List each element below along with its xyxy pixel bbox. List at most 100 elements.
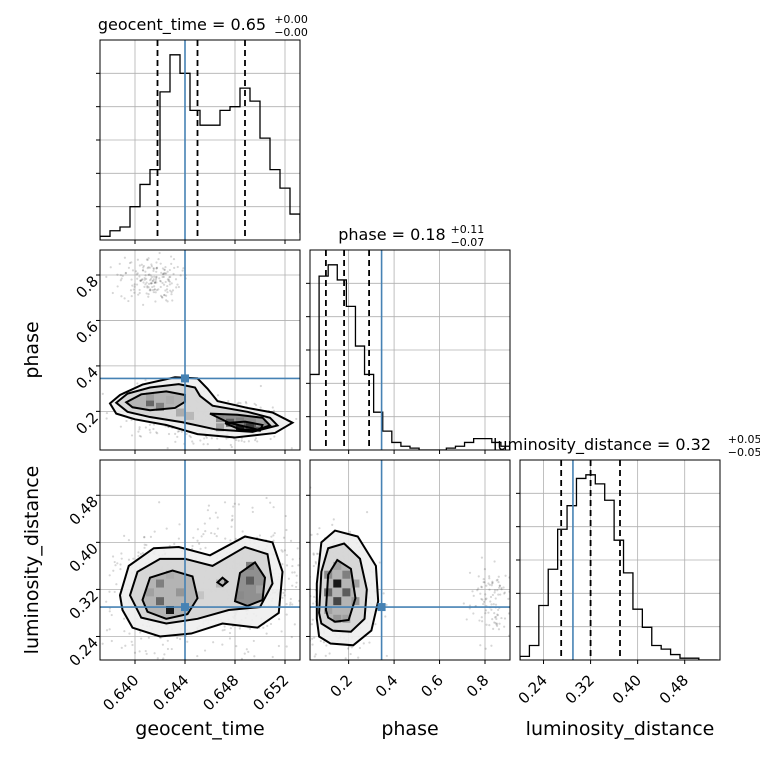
sample-point: [462, 602, 465, 605]
sample-point: [123, 297, 126, 300]
panel-title-geocent_time: geocent_time = 0.65 +0.00−0.00: [98, 13, 308, 39]
sample-point: [141, 278, 144, 281]
sample-point: [362, 642, 365, 645]
density-cell: [342, 614, 351, 623]
sample-point: [487, 611, 490, 614]
sample-point: [223, 628, 226, 631]
y-axis-label-phase: phase: [21, 321, 43, 378]
sample-point: [116, 273, 119, 276]
sample-point: [271, 655, 274, 659]
sample-point: [123, 617, 126, 620]
sample-point: [231, 518, 234, 521]
sample-point: [196, 654, 199, 658]
plot-area-luminosity_distance_vs_phase: [296, 460, 519, 660]
sample-point: [285, 528, 288, 532]
sample-point: [490, 603, 493, 606]
sample-point: [490, 608, 493, 611]
sample-point: [307, 570, 309, 572]
sample-point: [139, 279, 143, 282]
sample-point: [151, 279, 154, 283]
sample-point: [503, 591, 506, 594]
sample-point: [322, 641, 325, 644]
sample-point: [317, 552, 320, 555]
truth-marker: [181, 374, 189, 383]
sample-point: [221, 629, 224, 632]
sample-point: [155, 261, 158, 264]
sample-point: [489, 595, 493, 599]
sample-point: [167, 278, 170, 281]
sample-point: [138, 291, 141, 295]
sample-point: [167, 279, 170, 282]
sample-point: [152, 266, 155, 270]
sample-point: [142, 264, 145, 268]
sample-point: [120, 277, 123, 280]
sample-point: [295, 574, 298, 577]
sample-point: [116, 562, 119, 565]
sample-point: [109, 266, 112, 269]
sample-point: [146, 258, 149, 262]
x-tick-label-geocent_time: 0.652: [249, 671, 292, 714]
sample-point: [159, 280, 162, 283]
sample-point: [296, 630, 298, 632]
sample-point: [163, 268, 166, 272]
density-cell: [342, 588, 351, 597]
sample-point: [163, 272, 166, 275]
sample-point: [160, 295, 164, 298]
sample-point: [311, 637, 314, 640]
sample-point: [162, 272, 165, 276]
contour-line: [141, 569, 199, 620]
sample-point: [477, 587, 480, 590]
y-axis-label-luminosity-distance: luminosity_distance: [21, 466, 43, 655]
density-cell: [156, 579, 164, 588]
sample-point: [284, 514, 287, 518]
panel-title-phase: phase = 0.18 +0.11−0.07: [338, 223, 484, 249]
sample-point: [240, 437, 243, 440]
sample-point: [230, 519, 233, 522]
sample-point: [176, 430, 180, 433]
hist-panel-luminosity_distance: 0.24 0.32 0.40 0.48 luminosity_distance = 0.…: [493, 433, 760, 708]
sample-point: [181, 269, 184, 272]
sample-point: [271, 406, 274, 409]
sample-point: [312, 564, 315, 568]
sample-point: [235, 645, 238, 648]
panel-frame: [519, 459, 721, 661]
sample-point: [483, 581, 486, 584]
sample-point: [174, 432, 177, 435]
sample-point: [272, 506, 275, 509]
sample-point: [147, 257, 150, 260]
sample-point: [160, 271, 163, 274]
sample-point: [161, 281, 164, 285]
title-sub-geocent_time: −0.00: [274, 26, 308, 39]
sample-point: [382, 592, 385, 595]
histogram-luminosity_distance: [520, 474, 718, 660]
sample-point: [178, 523, 181, 526]
sample-point: [316, 532, 319, 536]
sample-point: [146, 267, 149, 270]
sample-point: [280, 549, 283, 552]
sample-point: [291, 584, 294, 587]
sample-point: [484, 598, 487, 601]
sample-point: [319, 639, 322, 643]
sample-point: [170, 663, 172, 665]
sample-point: [140, 263, 143, 266]
sample-point: [477, 575, 480, 578]
sample-point: [500, 616, 503, 620]
sample-point: [289, 597, 292, 601]
sample-point: [294, 585, 298, 589]
sample-point: [479, 644, 482, 647]
sample-point: [493, 621, 496, 624]
x-tick-label-luminosity_distance: 0.32: [562, 671, 598, 707]
sample-point: [208, 517, 212, 520]
sample-point: [332, 518, 335, 521]
sample-point: [289, 603, 292, 606]
sample-point: [145, 292, 148, 295]
sample-point: [245, 402, 248, 405]
sample-point: [199, 439, 202, 442]
sample-point: [500, 588, 503, 591]
sample-point: [488, 583, 491, 586]
sample-point: [152, 279, 155, 282]
y-tick-label-luminosity_distance: 0.48: [66, 492, 102, 528]
sample-point: [517, 585, 519, 587]
sample-point: [496, 614, 500, 617]
sample-point: [493, 589, 497, 592]
